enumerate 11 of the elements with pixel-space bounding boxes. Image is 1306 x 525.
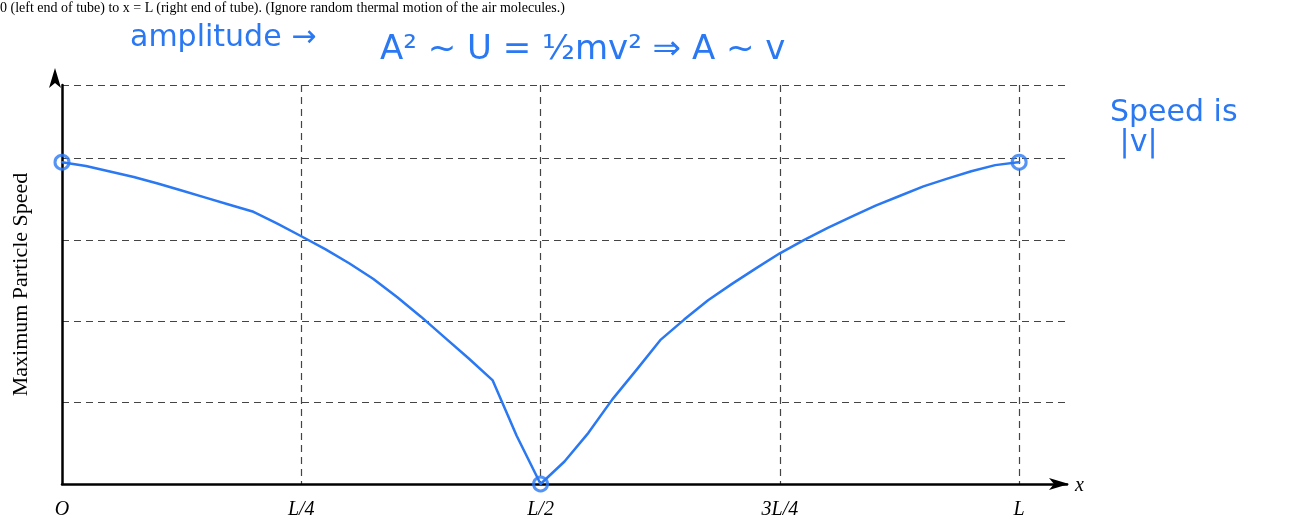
- x-tick-label: 3L/4: [760, 497, 799, 519]
- text: A² ~ U = ½mv² ⇒ A ~ v: [380, 27, 786, 67]
- x-tick-label: L/4: [286, 497, 315, 519]
- text: 0 (left end of tube) to x = L (right end of tube). (Ignore random thermal motion of the air molecules.): [0, 0, 566, 16]
- x-axis-title: x: [1074, 473, 1084, 495]
- text: Speed is |v|: [1110, 92, 1238, 159]
- y-axis-title: Maximum Particle Speed: [6, 172, 32, 397]
- text: amplitude →: [130, 17, 317, 53]
- x-tick-label: O: [54, 497, 70, 519]
- x-tick-label: L: [1012, 497, 1025, 519]
- x-tick-label: L/2: [526, 497, 554, 519]
